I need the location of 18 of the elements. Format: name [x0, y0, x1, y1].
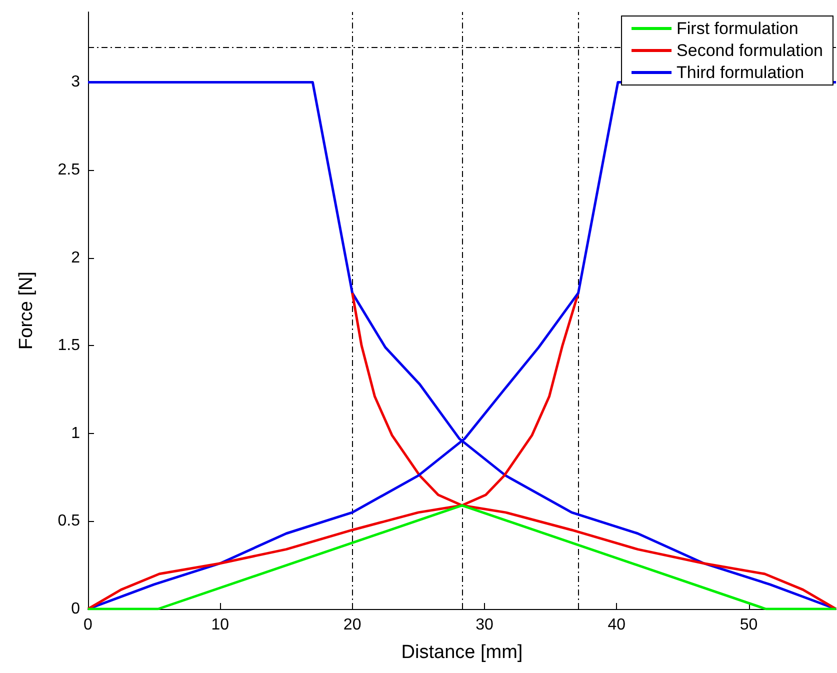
x-tick-label: 40 — [608, 616, 626, 634]
x-axis-title: Distance [mm] — [401, 642, 523, 663]
x-tick-label: 20 — [343, 616, 362, 634]
y-tick-label: 0.5 — [58, 512, 80, 530]
y-tick-label: 1.5 — [58, 337, 80, 354]
x-tick-label: 10 — [211, 616, 230, 634]
y-tick-label: 3 — [71, 74, 80, 91]
legend-label: First formulation — [676, 19, 798, 38]
y-tick-label: 1 — [71, 424, 80, 442]
legend-label: Third formulation — [676, 63, 804, 82]
y-axis-title: Force [N] — [16, 271, 37, 350]
x-tick-label: 50 — [740, 616, 758, 634]
y-tick-label: 2 — [71, 249, 80, 266]
legend-label: Second formulation — [676, 41, 824, 60]
y-tick-label: 0 — [71, 600, 80, 618]
x-tick-label: 0 — [84, 616, 93, 634]
y-tick-label: 2.5 — [58, 162, 80, 179]
x-tick-label: 30 — [476, 616, 494, 634]
